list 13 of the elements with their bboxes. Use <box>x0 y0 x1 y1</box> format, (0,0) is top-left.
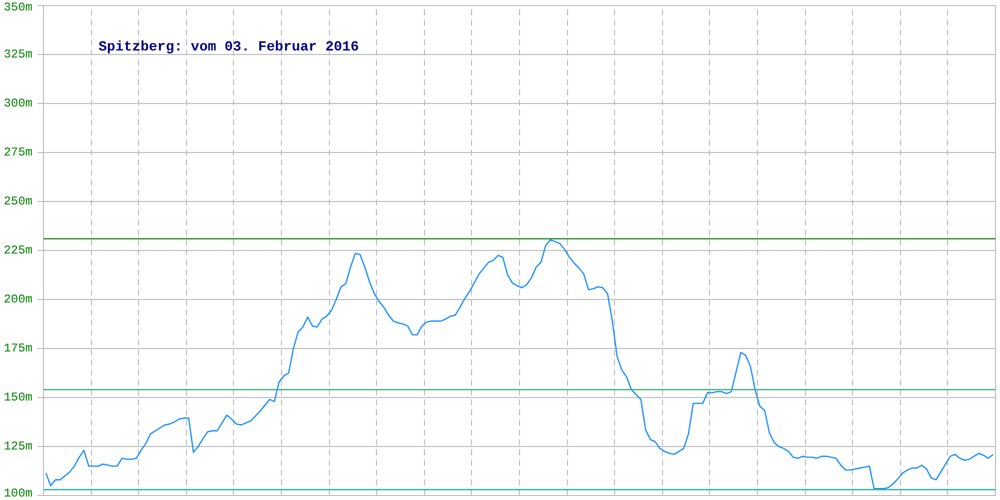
y-tick-label: 175m <box>4 342 33 356</box>
y-tick-label: 300m <box>4 96 33 110</box>
y-tick-label: 275m <box>4 146 33 160</box>
y-tick-label: 100m <box>4 486 33 500</box>
y-tick-label: 200m <box>4 292 33 306</box>
y-tick-label: 150m <box>4 390 33 404</box>
y-tick-label: 250m <box>4 194 33 208</box>
y-tick-label: 225m <box>4 244 33 258</box>
y-tick-label: 125m <box>4 440 33 454</box>
y-tick-label: 350m <box>4 0 33 14</box>
y-tick-label: 325m <box>4 48 33 62</box>
text: Spitzberg: vom 03. Februar 2016 <box>98 40 359 56</box>
line-series <box>45 239 994 490</box>
